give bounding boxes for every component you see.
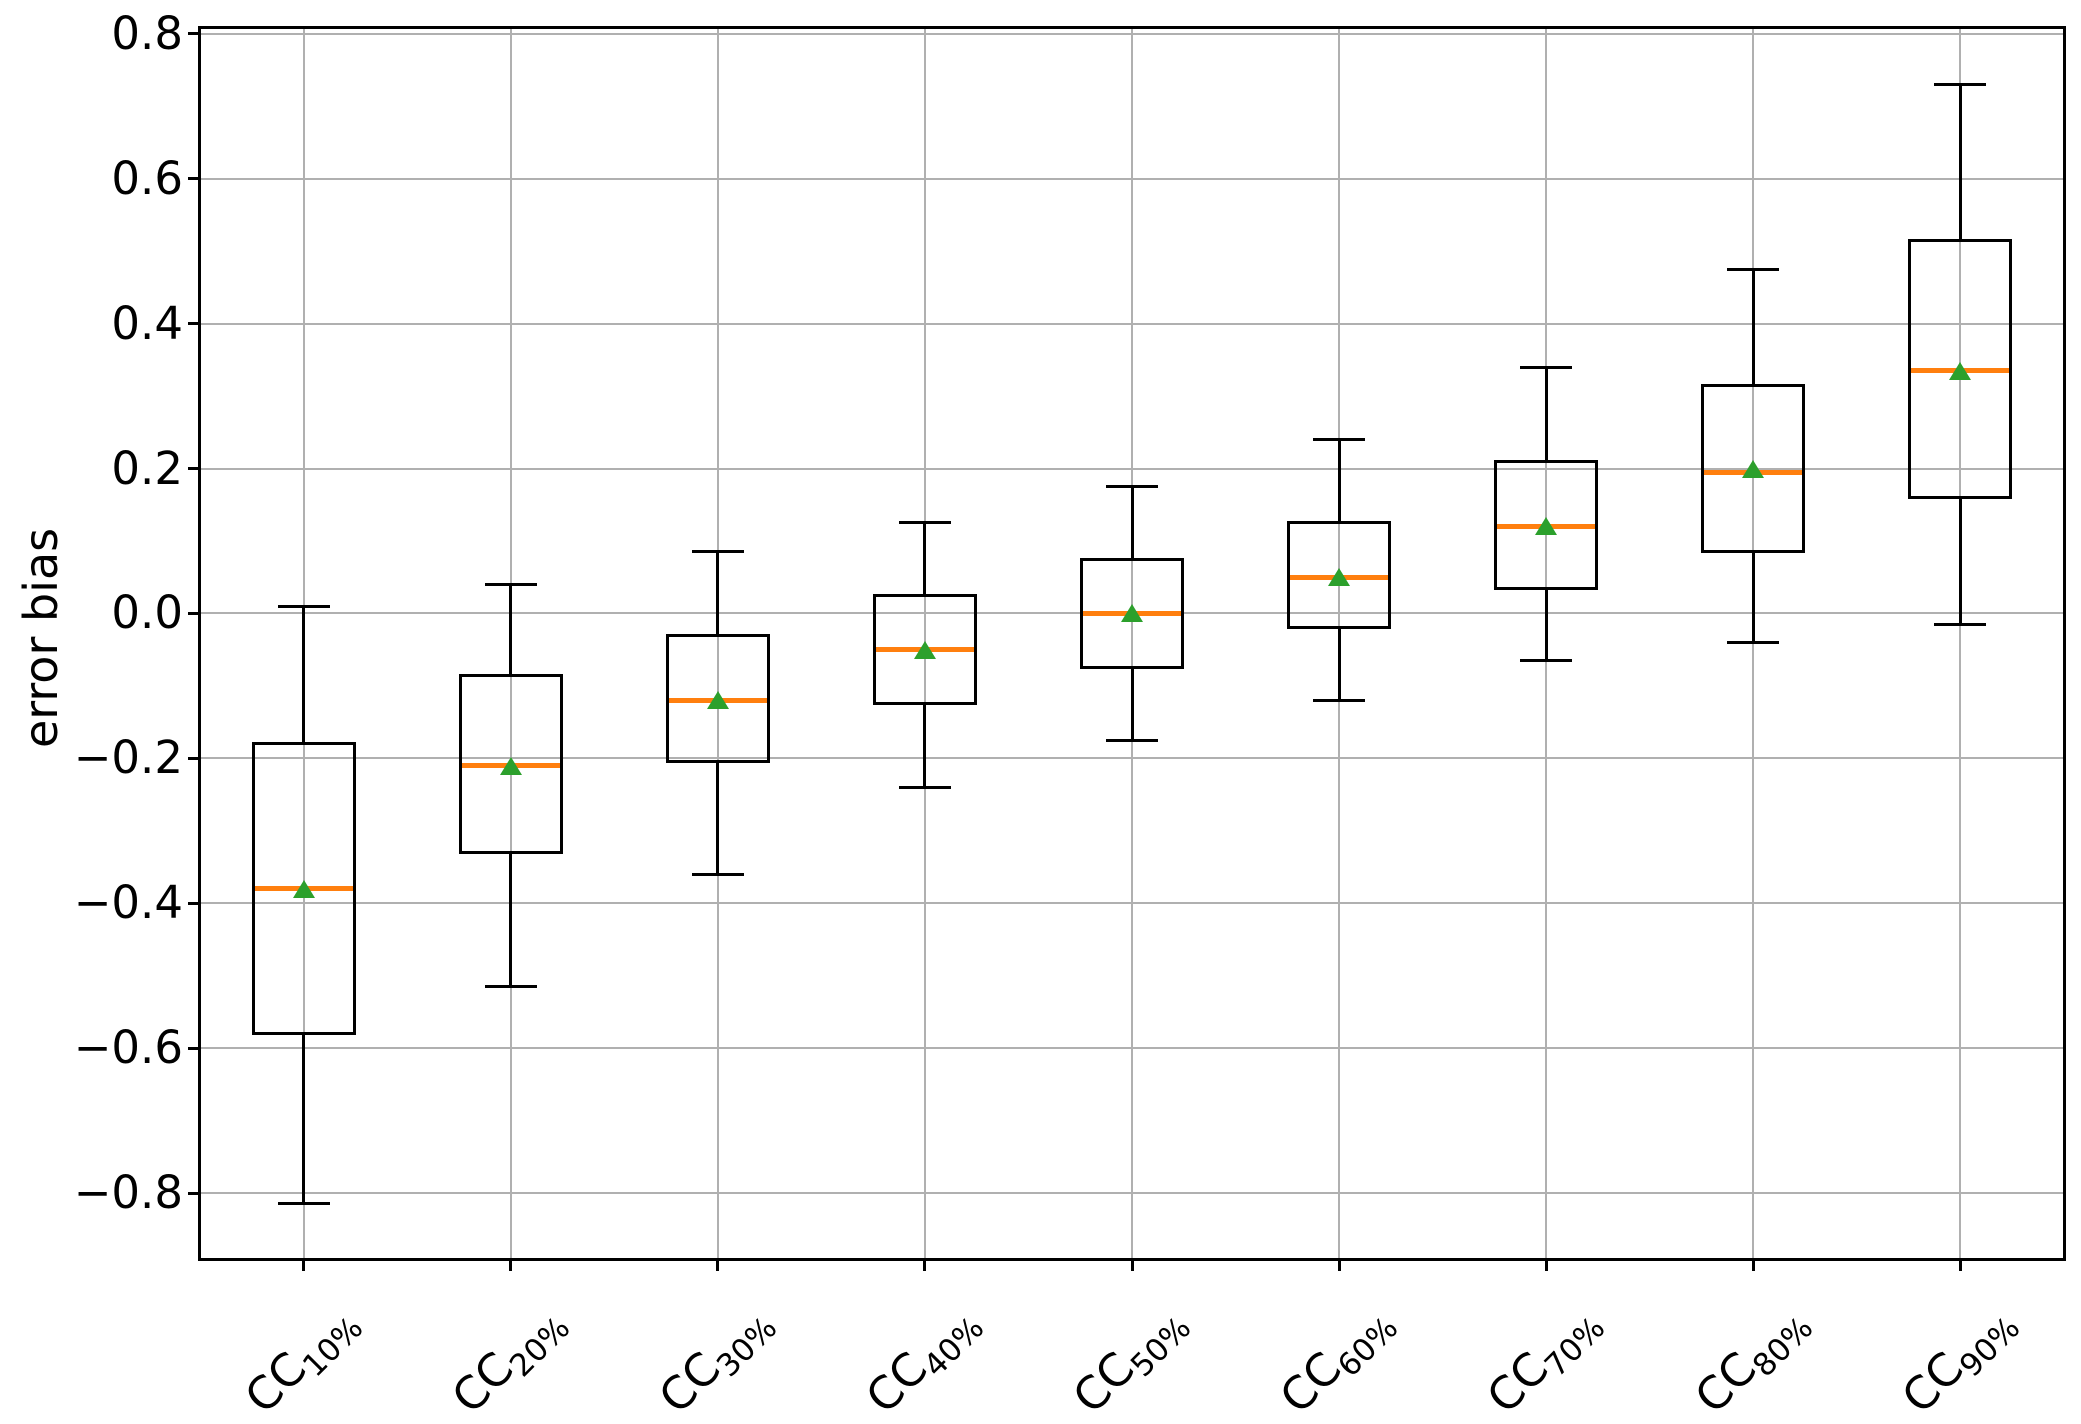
y-tick <box>188 177 200 181</box>
box-cap-lower <box>1313 698 1366 702</box>
mean-marker <box>1742 459 1765 478</box>
box-rect <box>1701 383 1806 554</box>
x-tick-label: CC10% <box>234 1293 370 1424</box>
box-rect <box>872 593 977 706</box>
box-rect <box>1080 557 1184 670</box>
box-cap-lower <box>277 1202 330 1206</box>
y-tick <box>188 467 200 471</box>
box-whisker-lower <box>1751 551 1755 643</box>
box-whisker-upper <box>1130 486 1134 560</box>
box-rect <box>1287 521 1392 630</box>
box-cap-upper <box>1934 83 1987 86</box>
y-tick <box>188 322 200 326</box>
box-cap-lower <box>691 872 744 876</box>
mean-marker <box>913 640 936 659</box>
box-whisker-upper <box>1544 367 1548 462</box>
y-tick <box>188 1046 200 1050</box>
mean-marker <box>706 691 729 710</box>
y-tick <box>188 32 200 36</box>
y-tick-label: −0.6 <box>73 1021 183 1075</box>
x-tick <box>1751 1259 1755 1271</box>
box-cap-upper <box>484 582 537 586</box>
x-tick <box>509 1259 513 1271</box>
y-tick <box>188 1191 200 1195</box>
box-rect <box>1494 459 1599 590</box>
mean-marker <box>1949 361 1972 380</box>
box-whisker-lower <box>1337 627 1341 701</box>
y-tick-label: −0.8 <box>73 1166 183 1220</box>
x-tick-label: CC80% <box>1684 1293 1820 1424</box>
box-cap-upper <box>277 604 330 608</box>
x-tick <box>1958 1259 1962 1271</box>
box-whisker-lower <box>302 1033 306 1204</box>
box-whisker-lower <box>1544 588 1548 661</box>
box-cap-lower <box>484 985 537 989</box>
box-whisker-upper <box>1958 84 1962 241</box>
v-gridline <box>716 28 719 1259</box>
box-cap-lower <box>1106 738 1158 742</box>
box-rect <box>665 633 770 764</box>
box-whisker-upper <box>509 584 513 675</box>
mean-marker <box>292 879 315 898</box>
box-cap-lower <box>898 785 951 789</box>
x-tick <box>1544 1259 1548 1271</box>
y-tick-label: −0.2 <box>73 731 183 785</box>
y-tick <box>188 901 200 905</box>
x-tick <box>716 1259 720 1271</box>
x-tick-label: CC30% <box>649 1293 785 1424</box>
y-tick-label: 0.0 <box>111 586 183 640</box>
box-whisker-upper <box>716 551 720 636</box>
box-whisker-upper <box>923 522 927 596</box>
box-cap-upper <box>1106 485 1158 489</box>
box-whisker-upper <box>1751 269 1755 386</box>
box-cap-upper <box>691 550 744 554</box>
box-whisker-lower <box>1130 667 1134 741</box>
mean-marker <box>1121 604 1143 623</box>
box-cap-lower <box>1934 622 1987 626</box>
box-cap-upper <box>1727 267 1780 271</box>
box-rect <box>458 673 563 855</box>
box-whisker-upper <box>1337 439 1341 523</box>
x-tick-label: CC70% <box>1477 1293 1613 1424</box>
box-cap-upper <box>1520 365 1573 369</box>
y-tick-label: 0.2 <box>111 441 183 495</box>
v-gridline <box>1131 28 1133 1259</box>
mean-marker <box>499 756 522 775</box>
mean-marker <box>1328 568 1351 587</box>
x-tick-label: CC60% <box>1270 1293 1406 1424</box>
y-tick-label: 0.4 <box>111 296 183 350</box>
box-whisker-lower <box>716 761 720 875</box>
box-whisker-lower <box>1958 497 1962 625</box>
y-tick <box>188 756 200 760</box>
mean-marker <box>1535 517 1558 536</box>
y-tick-label: 0.6 <box>111 151 183 205</box>
box-cap-lower <box>1727 640 1780 644</box>
box-whisker-upper <box>302 606 306 744</box>
x-tick <box>302 1259 306 1271</box>
x-tick-label: CC20% <box>442 1293 578 1424</box>
box-cap-upper <box>898 521 951 525</box>
x-tick <box>1337 1259 1341 1271</box>
box-rect <box>1908 238 2013 499</box>
y-tick-label: −0.4 <box>73 876 183 930</box>
x-tick <box>923 1259 927 1271</box>
y-tick-label: 0.8 <box>111 6 183 60</box>
box-whisker-lower <box>923 703 927 788</box>
y-tick <box>188 611 200 615</box>
x-tick <box>1130 1259 1134 1271</box>
v-gridline <box>1959 28 1962 1259</box>
x-tick-label: CC40% <box>856 1293 992 1424</box>
box-rect <box>251 742 356 1036</box>
x-tick-label: CC50% <box>1063 1293 1199 1424</box>
box-whisker-lower <box>509 852 513 987</box>
box-cap-upper <box>1313 438 1366 442</box>
x-tick-label: CC90% <box>1891 1293 2027 1424</box>
box-cap-lower <box>1520 659 1573 663</box>
